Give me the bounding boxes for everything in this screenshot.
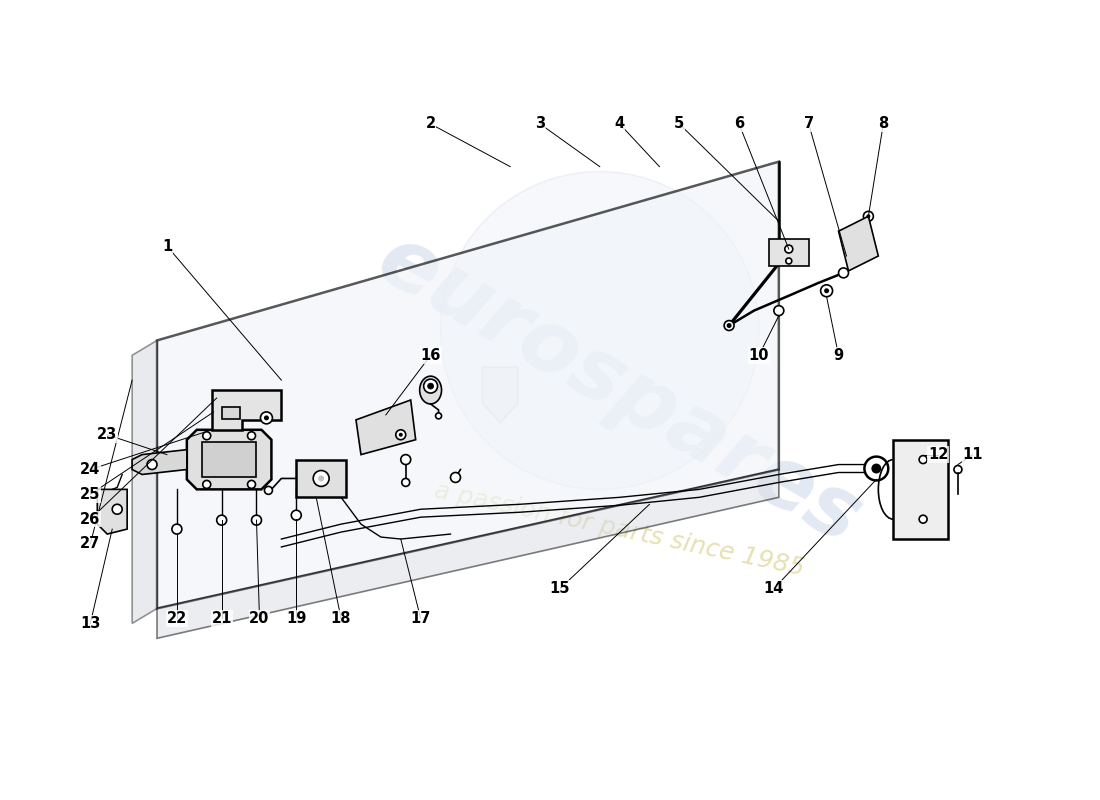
Circle shape [396, 430, 406, 440]
Circle shape [248, 432, 255, 440]
Text: 16: 16 [420, 348, 441, 363]
Circle shape [821, 285, 833, 297]
Text: 7: 7 [804, 117, 814, 131]
Text: 9: 9 [834, 348, 844, 363]
Bar [222, 407, 240, 419]
Circle shape [261, 412, 273, 424]
Circle shape [867, 214, 870, 218]
Text: 10: 10 [749, 348, 769, 363]
Circle shape [824, 288, 829, 294]
Circle shape [202, 432, 211, 440]
Polygon shape [132, 341, 157, 623]
Circle shape [112, 504, 122, 514]
Text: 24: 24 [80, 462, 100, 477]
Polygon shape [157, 162, 779, 609]
Text: 21: 21 [211, 611, 232, 626]
Polygon shape [157, 470, 779, 638]
Circle shape [402, 478, 409, 486]
Circle shape [172, 524, 182, 534]
Polygon shape [211, 390, 282, 430]
Circle shape [424, 379, 438, 393]
Circle shape [724, 321, 734, 330]
Polygon shape [769, 239, 808, 266]
Circle shape [727, 323, 732, 328]
Text: 11: 11 [962, 447, 983, 462]
Polygon shape [201, 442, 256, 478]
Text: 8: 8 [878, 117, 889, 131]
Circle shape [436, 413, 441, 419]
Circle shape [864, 211, 873, 222]
Text: 23: 23 [97, 427, 118, 442]
Circle shape [292, 510, 301, 520]
Text: 17: 17 [410, 611, 431, 626]
Text: 1: 1 [162, 238, 172, 254]
Circle shape [264, 415, 268, 420]
Text: a passion for parts since 1985: a passion for parts since 1985 [432, 478, 807, 580]
Text: 12: 12 [927, 447, 948, 462]
Text: 14: 14 [763, 581, 784, 596]
Circle shape [865, 457, 889, 481]
Circle shape [785, 258, 792, 264]
Circle shape [441, 171, 759, 490]
Text: 5: 5 [674, 117, 684, 131]
Polygon shape [187, 430, 272, 490]
Polygon shape [356, 400, 416, 454]
Circle shape [774, 306, 784, 315]
Circle shape [428, 383, 433, 389]
Text: eurospares: eurospares [363, 218, 877, 562]
Circle shape [147, 459, 157, 470]
Circle shape [217, 515, 227, 525]
Circle shape [264, 486, 273, 494]
Circle shape [920, 456, 927, 463]
Polygon shape [132, 450, 187, 474]
Circle shape [871, 463, 881, 474]
Ellipse shape [420, 376, 441, 404]
Circle shape [314, 470, 329, 486]
Polygon shape [482, 367, 518, 423]
Text: 26: 26 [80, 512, 100, 526]
Polygon shape [838, 216, 878, 271]
Circle shape [399, 433, 403, 437]
Text: 13: 13 [80, 616, 100, 631]
Text: 15: 15 [550, 581, 570, 596]
Bar [893, 440, 948, 539]
Polygon shape [97, 490, 128, 534]
Circle shape [252, 515, 262, 525]
Text: 3: 3 [535, 117, 546, 131]
Circle shape [400, 454, 410, 465]
Text: 22: 22 [167, 611, 187, 626]
Circle shape [248, 481, 255, 488]
Circle shape [784, 245, 793, 253]
Circle shape [838, 268, 848, 278]
Text: 18: 18 [331, 611, 351, 626]
Text: 25: 25 [80, 487, 100, 502]
Text: 6: 6 [734, 117, 744, 131]
Text: 2: 2 [426, 117, 436, 131]
Circle shape [202, 481, 211, 488]
Text: 20: 20 [250, 611, 270, 626]
Bar [296, 459, 346, 498]
Text: 27: 27 [80, 537, 100, 551]
Text: 19: 19 [286, 611, 307, 626]
Text: 4: 4 [615, 117, 625, 131]
Circle shape [920, 515, 927, 523]
Circle shape [318, 475, 324, 482]
Circle shape [954, 466, 961, 474]
Circle shape [451, 473, 461, 482]
